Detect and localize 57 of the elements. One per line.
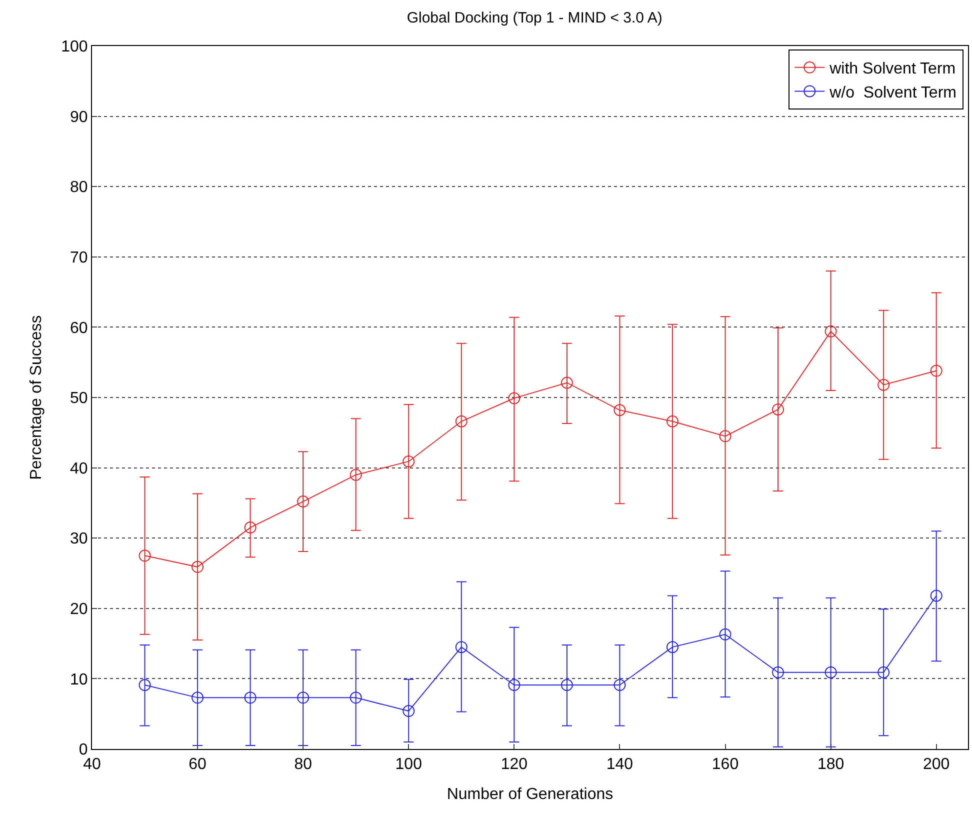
x-tick-label: 60 — [188, 756, 207, 774]
x-tick-label: 200 — [922, 756, 950, 774]
point — [350, 468, 362, 481]
x-tick-label: 40 — [83, 756, 101, 774]
point — [824, 666, 837, 678]
x-tick-label: 120 — [500, 756, 528, 774]
point — [508, 392, 520, 404]
y-tick-label: 40 — [70, 460, 88, 478]
x-tick-label: 80 — [294, 756, 312, 774]
point — [402, 455, 415, 468]
point — [297, 496, 310, 508]
point — [350, 692, 362, 704]
point — [244, 692, 256, 704]
point — [666, 641, 678, 654]
point — [192, 692, 204, 704]
point — [930, 590, 942, 602]
y-tick-label: 80 — [70, 179, 88, 196]
y-tick-label: 0 — [78, 742, 88, 759]
chart-title: Global Docking (Top 1 - MIND < 3.0 A) — [406, 10, 662, 27]
legend-label: w/o Solvent Term — [828, 84, 956, 102]
x-tick-label: 160 — [712, 756, 739, 774]
y-tick-label: 100 — [61, 38, 88, 56]
point — [455, 641, 468, 654]
y-tick-label: 20 — [70, 601, 88, 618]
y-tick-label: 10 — [70, 671, 88, 688]
x-tick-label: 100 — [395, 756, 422, 774]
y-tick-label: 90 — [70, 108, 88, 126]
point — [402, 705, 415, 718]
point — [719, 628, 732, 640]
point — [878, 378, 890, 391]
point — [297, 692, 310, 704]
x-tick-label: 180 — [817, 756, 844, 774]
point — [138, 679, 151, 692]
legend-label: with Solvent Term — [828, 60, 956, 78]
y-tick-label: 30 — [70, 530, 88, 548]
point — [244, 522, 256, 534]
y-tick-label: 60 — [70, 320, 88, 337]
point — [719, 430, 732, 442]
point — [614, 404, 626, 416]
point — [772, 666, 784, 678]
point — [772, 403, 784, 416]
point — [666, 415, 678, 428]
point — [614, 679, 626, 692]
point — [455, 415, 468, 428]
y-tick-label: 70 — [70, 250, 88, 266]
x-tick-label: 140 — [606, 756, 634, 774]
point — [138, 550, 151, 562]
point — [560, 376, 573, 389]
point — [192, 560, 204, 573]
point — [930, 364, 942, 377]
point — [508, 679, 520, 692]
point — [824, 325, 837, 338]
y-axis-title: Percentage of Success — [28, 315, 45, 480]
point — [560, 679, 573, 692]
y-tick-label: 50 — [70, 390, 88, 408]
x-axis-title: Number of Generations — [446, 786, 614, 803]
point — [878, 666, 890, 678]
